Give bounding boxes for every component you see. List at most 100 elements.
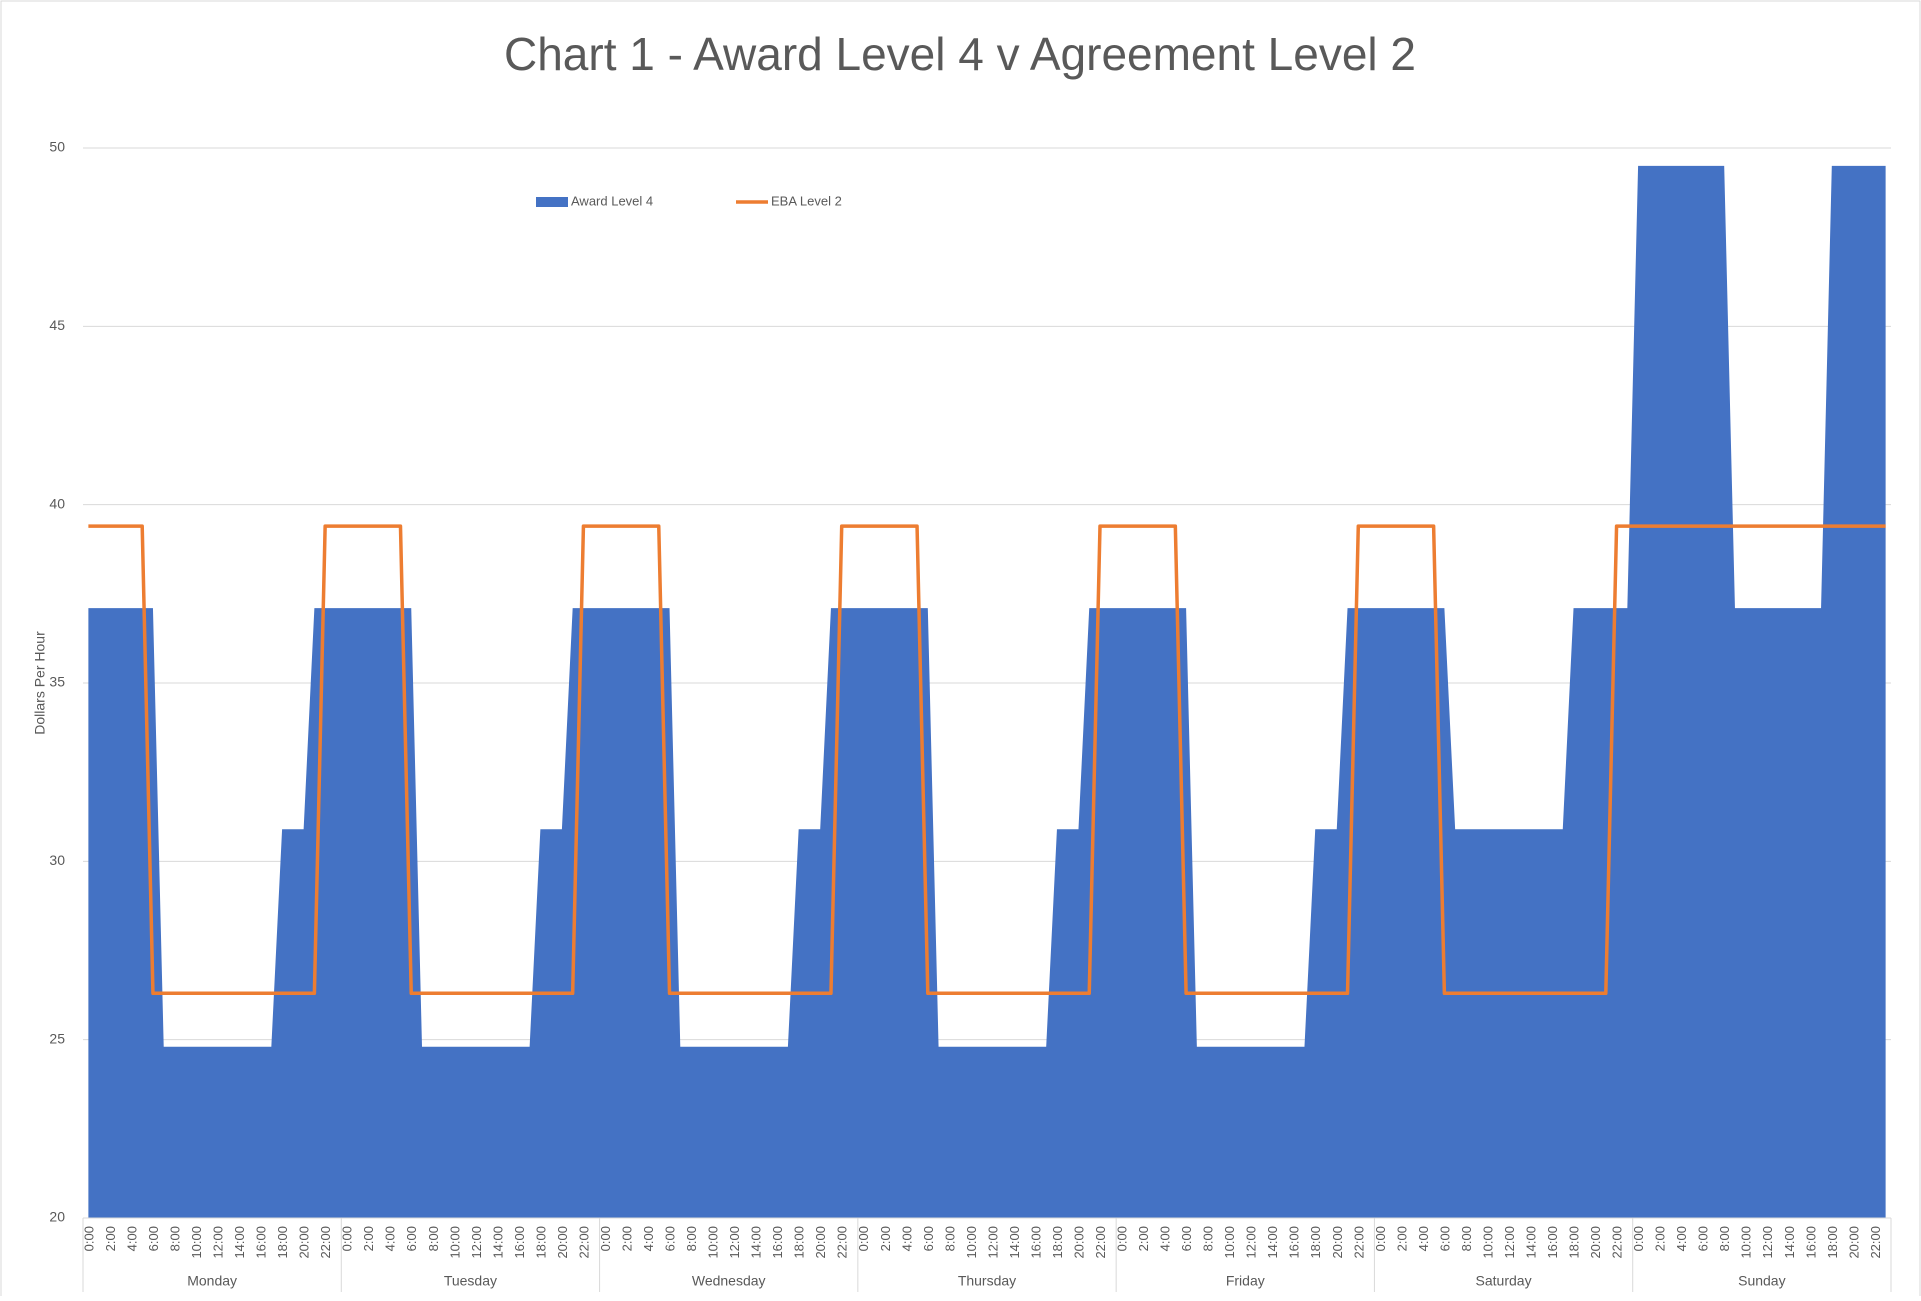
x-tick-label: 4:00 bbox=[1158, 1226, 1173, 1251]
y-tick-label: 20 bbox=[49, 1209, 65, 1225]
x-tick-label: 20:00 bbox=[813, 1226, 828, 1259]
x-tick-label: 4:00 bbox=[383, 1226, 398, 1251]
line bbox=[88, 524, 1886, 996]
x-tick-label: 20:00 bbox=[297, 1226, 312, 1259]
x-tick-label: 8:00 bbox=[167, 1226, 182, 1251]
x-tick-label: 18:00 bbox=[1050, 1226, 1065, 1259]
x-tick-label: 8:00 bbox=[1201, 1226, 1216, 1251]
x-tick-label: 8:00 bbox=[1459, 1226, 1474, 1251]
x-tick-label: 6:00 bbox=[146, 1226, 161, 1251]
x-tick-label: 6:00 bbox=[1696, 1226, 1711, 1251]
x-tick-label: 18:00 bbox=[1567, 1226, 1582, 1259]
group-label: Tuesday bbox=[444, 1273, 497, 1289]
x-tick-label: 14:00 bbox=[1523, 1226, 1538, 1259]
x-tick-label: 14:00 bbox=[232, 1226, 247, 1259]
x-tick-label: 22:00 bbox=[835, 1226, 850, 1259]
x-tick-label: 8:00 bbox=[1717, 1226, 1732, 1251]
x-tick-label: 16:00 bbox=[512, 1226, 527, 1259]
legend-label: EBA Level 2 bbox=[771, 193, 842, 208]
x-tick-label: 20:00 bbox=[1588, 1226, 1603, 1259]
group-label: Friday bbox=[1226, 1273, 1265, 1289]
x-tick-label: 0:00 bbox=[1115, 1226, 1130, 1251]
x-tick-label: 6:00 bbox=[404, 1226, 419, 1251]
x-tick-label: 22:00 bbox=[576, 1226, 591, 1259]
x-tick-label: 14:00 bbox=[1007, 1226, 1022, 1259]
x-tick-label: 20:00 bbox=[1071, 1226, 1086, 1259]
x-tick-label: 10:00 bbox=[706, 1226, 721, 1259]
x-tick-label: 16:00 bbox=[1803, 1226, 1818, 1259]
x-tick-label: 18:00 bbox=[1308, 1226, 1323, 1259]
x-tick-label: 4:00 bbox=[1416, 1226, 1431, 1251]
x-tick-label: 4:00 bbox=[124, 1226, 139, 1251]
x-tick-label: 16:00 bbox=[1287, 1226, 1302, 1259]
group-label: Thursday bbox=[958, 1273, 1016, 1289]
x-tick-label: 10:00 bbox=[1222, 1226, 1237, 1259]
x-tick-label: 8:00 bbox=[684, 1226, 699, 1251]
x-tick-label: 18:00 bbox=[1825, 1226, 1840, 1259]
x-tick-label: 18:00 bbox=[533, 1226, 548, 1259]
x-tick-label: 10:00 bbox=[447, 1226, 462, 1259]
x-tick-label: 12:00 bbox=[1760, 1226, 1775, 1259]
x-tick-label: 0:00 bbox=[856, 1226, 871, 1251]
x-tick-label: 20:00 bbox=[1846, 1226, 1861, 1259]
x-tick-label: 10:00 bbox=[189, 1226, 204, 1259]
group-label: Saturday bbox=[1476, 1273, 1532, 1289]
x-tick-label: 2:00 bbox=[878, 1226, 893, 1251]
x-tick-label: 12:00 bbox=[985, 1226, 1000, 1259]
x-tick-label: 2:00 bbox=[1136, 1226, 1151, 1251]
x-tick-label: 0:00 bbox=[81, 1226, 96, 1251]
x-tick-label: 22:00 bbox=[318, 1226, 333, 1259]
x-tick-label: 2:00 bbox=[1653, 1226, 1668, 1251]
x-tick-label: 12:00 bbox=[727, 1226, 742, 1259]
x-tick-label: 2:00 bbox=[1394, 1226, 1409, 1251]
x-tick-label: 12:00 bbox=[469, 1226, 484, 1259]
x-tick-label: 16:00 bbox=[1028, 1226, 1043, 1259]
y-tick-label: 50 bbox=[49, 139, 65, 155]
x-tick-label: 0:00 bbox=[598, 1226, 613, 1251]
area bbox=[88, 165, 1886, 1218]
x-tick-label: 6:00 bbox=[1437, 1226, 1452, 1251]
x-tick-label: 22:00 bbox=[1868, 1226, 1883, 1259]
x-tick-label: 18:00 bbox=[275, 1226, 290, 1259]
x-tick-label: 6:00 bbox=[1179, 1226, 1194, 1251]
x-tick-label: 8:00 bbox=[942, 1226, 957, 1251]
x-tick-label: 0:00 bbox=[1631, 1226, 1646, 1251]
x-tick-label: 22:00 bbox=[1093, 1226, 1108, 1259]
x-tick-label: 2:00 bbox=[619, 1226, 634, 1251]
x-tick-label: 4:00 bbox=[899, 1226, 914, 1251]
x-tick-label: 14:00 bbox=[1782, 1226, 1797, 1259]
x-tick-label: 4:00 bbox=[1674, 1226, 1689, 1251]
y-tick-label: 45 bbox=[49, 317, 65, 333]
y-tick-label: 30 bbox=[49, 852, 65, 868]
group-label: Wednesday bbox=[692, 1273, 766, 1289]
x-tick-label: 20:00 bbox=[1330, 1226, 1345, 1259]
x-tick-label: 14:00 bbox=[490, 1226, 505, 1259]
x-tick-label: 22:00 bbox=[1351, 1226, 1366, 1259]
x-tick-label: 0:00 bbox=[1373, 1226, 1388, 1251]
y-tick-label: 40 bbox=[49, 495, 65, 511]
x-tick-label: 10:00 bbox=[1739, 1226, 1754, 1259]
x-tick-label: 16:00 bbox=[254, 1226, 269, 1259]
chart-title: Chart 1 - Award Level 4 v Agreement Leve… bbox=[504, 28, 1416, 80]
x-tick-label: 0:00 bbox=[340, 1226, 355, 1251]
x-tick-label: 12:00 bbox=[1502, 1226, 1517, 1259]
x-tick-label: 2:00 bbox=[103, 1226, 118, 1251]
x-tick-label: 14:00 bbox=[749, 1226, 764, 1259]
x-tick-label: 8:00 bbox=[426, 1226, 441, 1251]
x-tick-label: 14:00 bbox=[1265, 1226, 1280, 1259]
group-label: Monday bbox=[187, 1273, 237, 1289]
x-tick-label: 16:00 bbox=[770, 1226, 785, 1259]
group-label: Sunday bbox=[1738, 1273, 1785, 1289]
x-tick-label: 22:00 bbox=[1610, 1226, 1625, 1259]
y-axis-title: Dollars Per Hour bbox=[32, 631, 48, 735]
x-tick-label: 12:00 bbox=[1244, 1226, 1259, 1259]
x-tick-label: 6:00 bbox=[921, 1226, 936, 1251]
x-tick-label: 12:00 bbox=[211, 1226, 226, 1259]
legend-label: Award Level 4 bbox=[571, 193, 653, 208]
x-tick-label: 6:00 bbox=[663, 1226, 678, 1251]
x-tick-label: 10:00 bbox=[1480, 1226, 1495, 1259]
x-tick-label: 20:00 bbox=[555, 1226, 570, 1259]
x-tick-label: 2:00 bbox=[361, 1226, 376, 1251]
x-tick-label: 4:00 bbox=[641, 1226, 656, 1251]
